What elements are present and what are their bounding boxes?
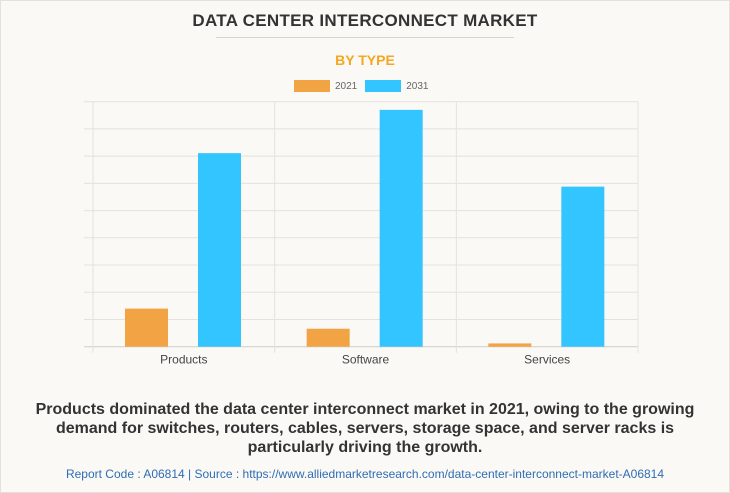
x-tick-label: Products — [160, 353, 207, 367]
x-tick-label: Software — [342, 353, 390, 367]
legend-swatch-2031 — [365, 80, 402, 92]
legend-label-2021: 2021 — [335, 80, 358, 92]
title-divider — [216, 37, 514, 38]
legend-item-2021[interactable]: 2021 — [294, 80, 357, 92]
report-source-footer[interactable]: Report Code : A06814 | Source : https://… — [65, 467, 665, 481]
legend: 2021 2031 — [294, 80, 437, 92]
bar-software-2031 — [379, 109, 423, 347]
chart-subtitle: BY TYPE — [335, 52, 395, 68]
chart-title: DATA CENTER INTERCONNECT MARKET — [192, 11, 538, 30]
bar-services-2031 — [561, 186, 605, 347]
legend-swatch-2021 — [294, 80, 330, 92]
bar-services-2021 — [488, 343, 532, 347]
bar-products-2031 — [198, 153, 241, 347]
x-tick-label: Services — [524, 353, 570, 367]
chart-caption: Products dominated the data center inter… — [35, 401, 695, 456]
bar-software-2021 — [306, 328, 350, 347]
legend-label-2031: 2031 — [406, 80, 429, 92]
legend-item-2031[interactable]: 2031 — [365, 80, 429, 92]
bar-products-2021 — [125, 308, 168, 347]
bar-chart: Products Software Services — [84, 101, 639, 367]
